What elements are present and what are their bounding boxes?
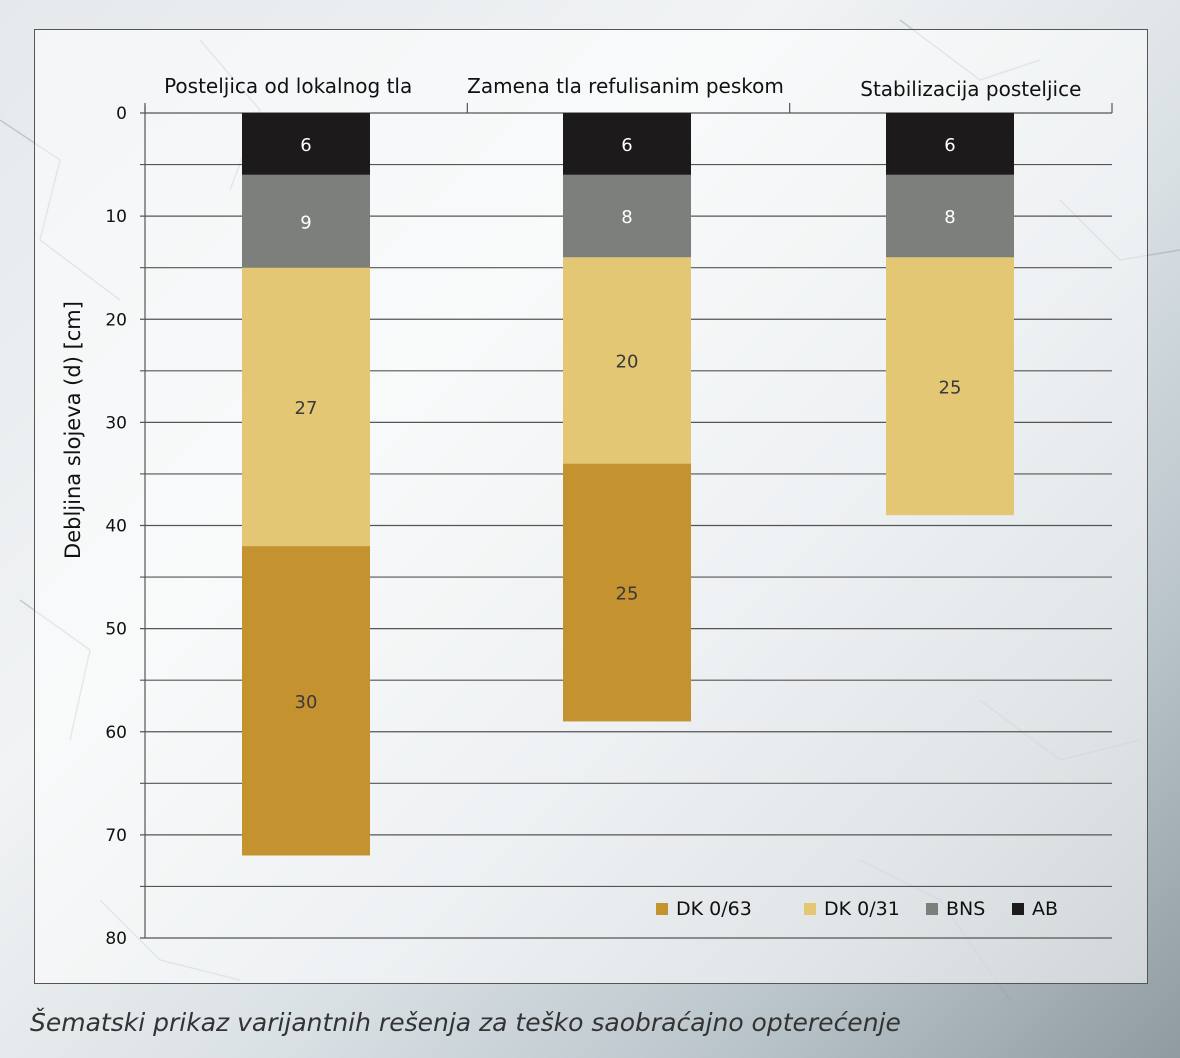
legend-label: DK 0/31 [824,898,900,920]
bar-segment [563,113,691,175]
bar-segment [242,174,370,268]
y-tick-label: 0 [116,104,127,124]
column-header: Stabilizacija posteljice [860,77,1081,101]
bar-segment [886,174,1014,258]
bar-value-label: 6 [944,135,955,156]
y-tick-label: 40 [105,517,127,537]
y-tick-label: 50 [105,620,127,640]
bars: 6 9 27 30 6 8 20 25 6 8 25 [242,113,1014,856]
legend: DK 0/63 DK 0/31 BNS AB [656,898,1058,920]
legend-swatch [656,903,668,915]
bar-segment [563,257,691,464]
bar-value-label: 20 [616,352,639,373]
bar-segment [886,113,1014,175]
bar-segment [242,546,370,856]
y-tick-label: 80 [105,929,127,949]
column-header: Posteljica od lokalnog tla [164,74,412,98]
y-tick-label: 10 [105,207,127,227]
bar-segment [242,113,370,175]
legend-swatch [926,903,938,915]
bar-value-label: 25 [939,377,962,398]
legend-label: DK 0/63 [676,898,752,920]
bar-segment [242,267,370,547]
y-tick-label: 20 [105,310,127,330]
bar-segment [886,257,1014,516]
figure-caption: Šematski prikaz varijantnih rešenja za t… [30,1008,901,1037]
bar-value-label: 25 [616,584,639,605]
bar-value-label: 27 [295,398,318,419]
column-header: Zamena tla refulisanim peskom [467,74,784,98]
bar-value-label: 30 [295,692,318,713]
legend-swatch [1012,903,1024,915]
y-axis: Debljina slojeva (d) [cm] 0 10 20 30 40 50 60 7… [61,104,127,949]
bar-value-label: 8 [621,207,632,228]
bar-value-label: 8 [944,207,955,228]
legend-label: AB [1032,898,1058,920]
y-tick-label: 60 [105,723,127,743]
bar-segment [563,463,691,722]
bar-value-label: 9 [300,212,311,233]
bar-value-label: 6 [300,135,311,156]
y-tick-label: 30 [105,413,127,433]
legend-swatch [804,903,816,915]
y-axis-label: Debljina slojeva (d) [cm] [61,301,85,559]
column-headers: Posteljica od lokalnog tla Zamena tla ref… [164,74,1081,101]
y-tick-label: 70 [105,826,127,846]
bar-segment [563,174,691,258]
bar-value-label: 6 [621,135,632,156]
legend-label: BNS [946,898,985,920]
